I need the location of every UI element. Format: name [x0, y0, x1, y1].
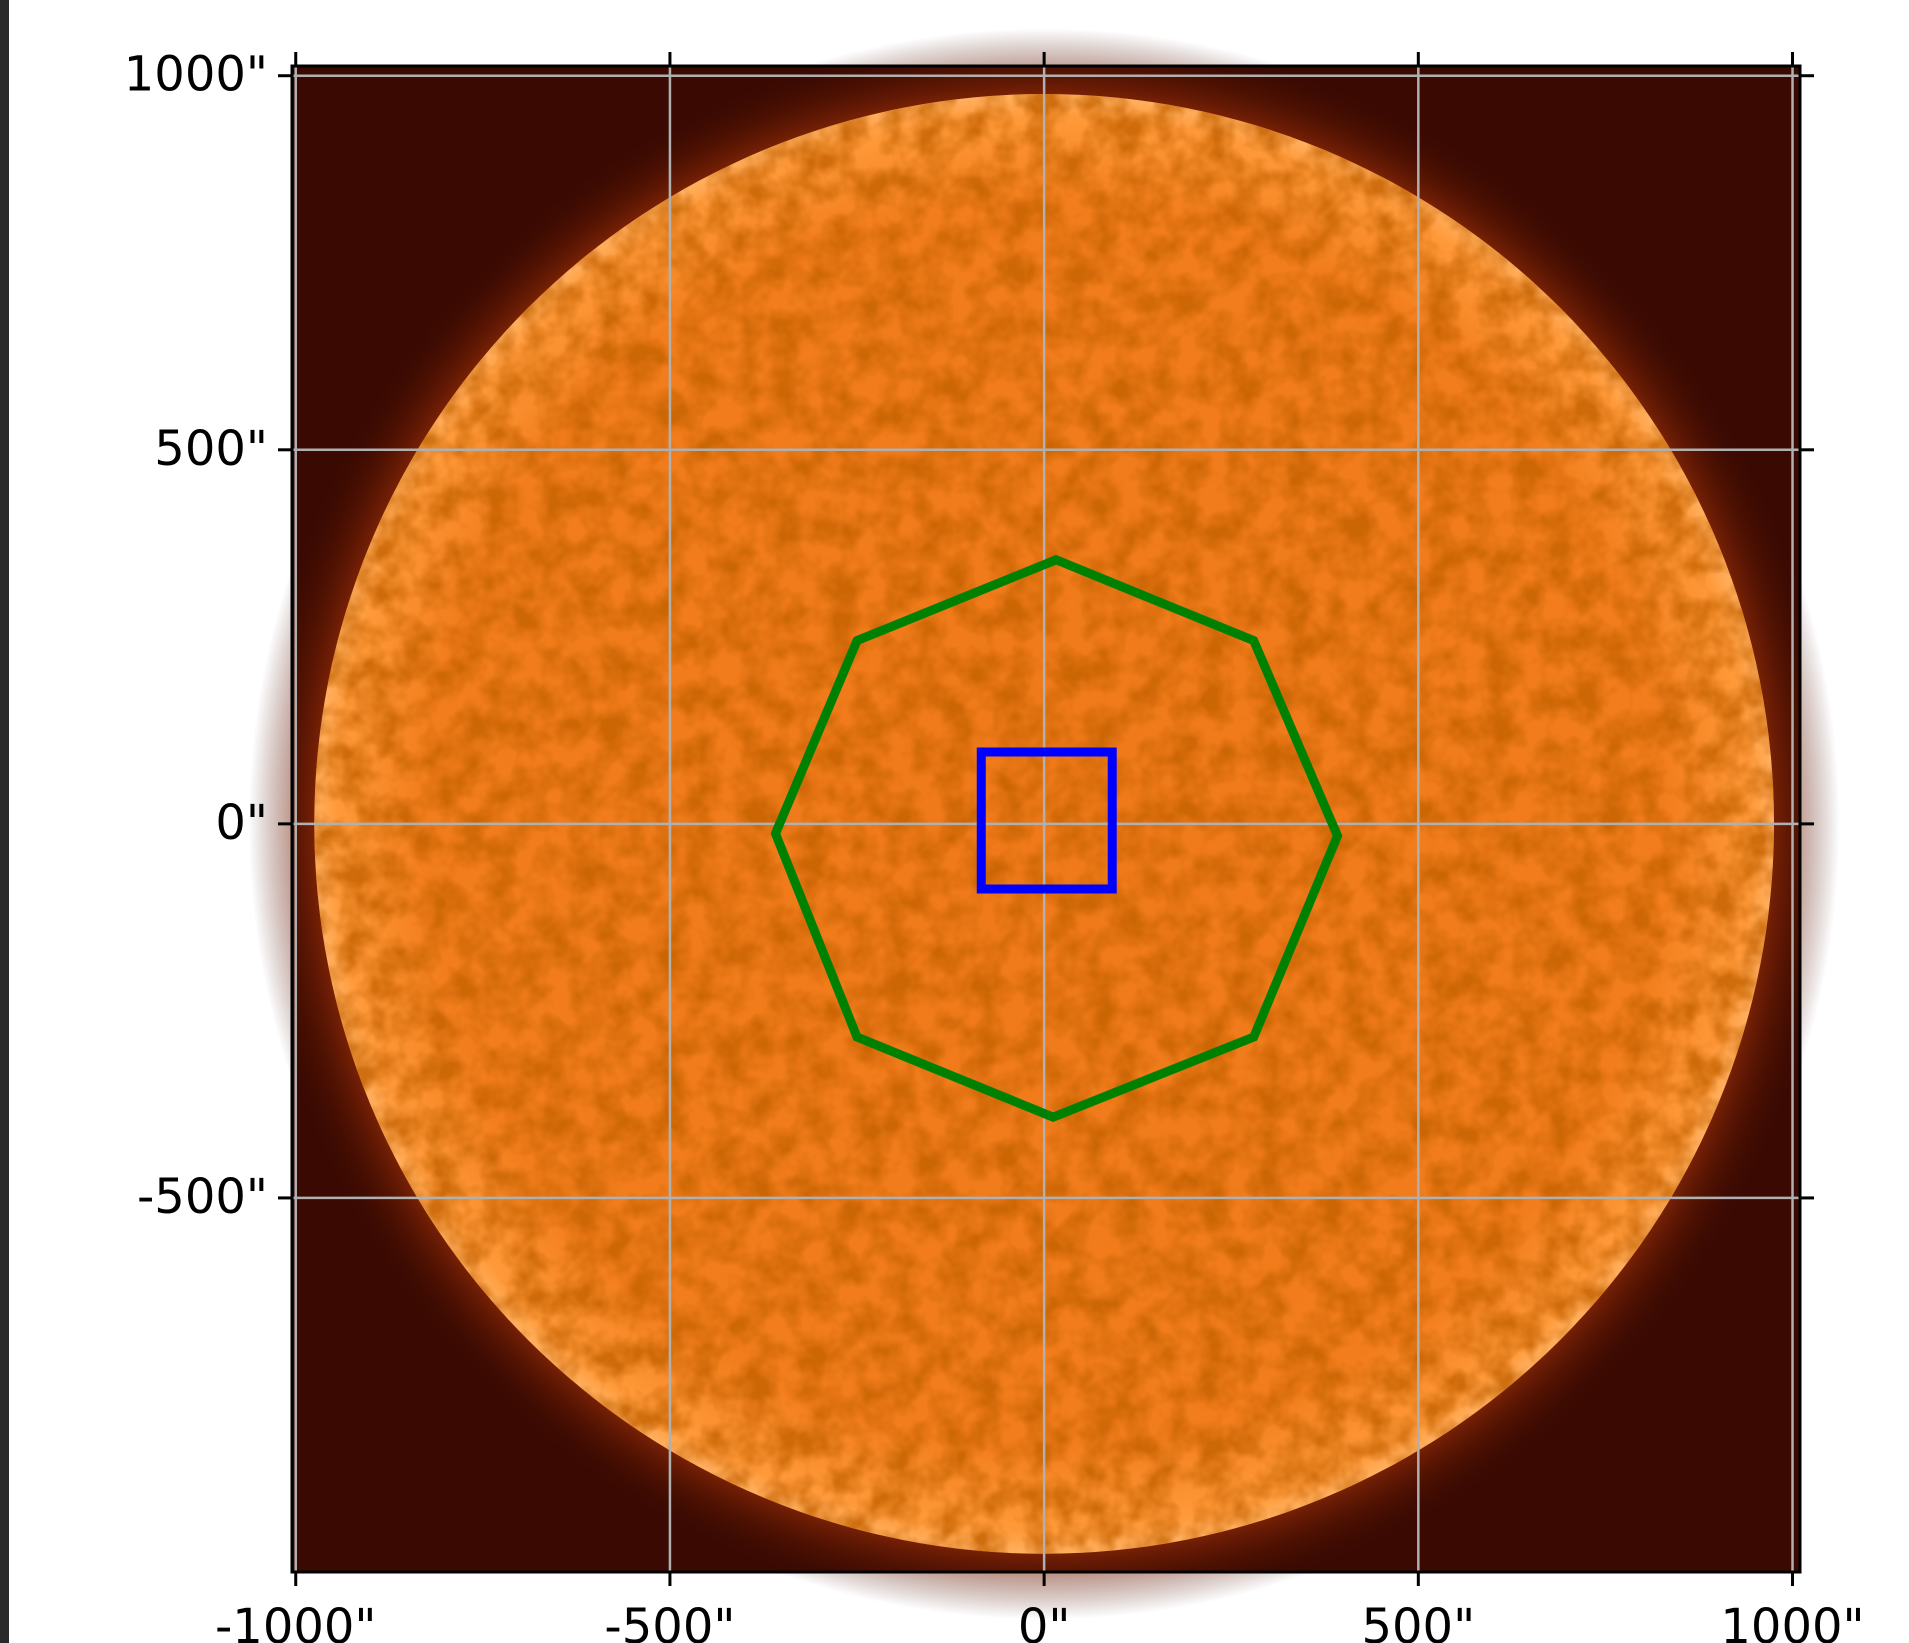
window-edge [0, 0, 9, 1643]
y-tick-label: -500" [137, 1169, 268, 1225]
region-outline [770, 554, 1343, 1122]
x-tick-label: 500" [1361, 1599, 1475, 1643]
x-tick-label: 0" [1018, 1599, 1071, 1643]
y-tick-label: 0" [215, 795, 268, 851]
x-tick-label: 1000" [1720, 1599, 1864, 1643]
x-tick-label: -500" [604, 1599, 735, 1643]
x-tick-label: -1000" [215, 1599, 377, 1643]
y-tick-label: 500" [154, 421, 268, 477]
plot-frame [290, 64, 1802, 1574]
y-tick-label: 1000" [124, 47, 268, 103]
region-outline [976, 747, 1117, 894]
